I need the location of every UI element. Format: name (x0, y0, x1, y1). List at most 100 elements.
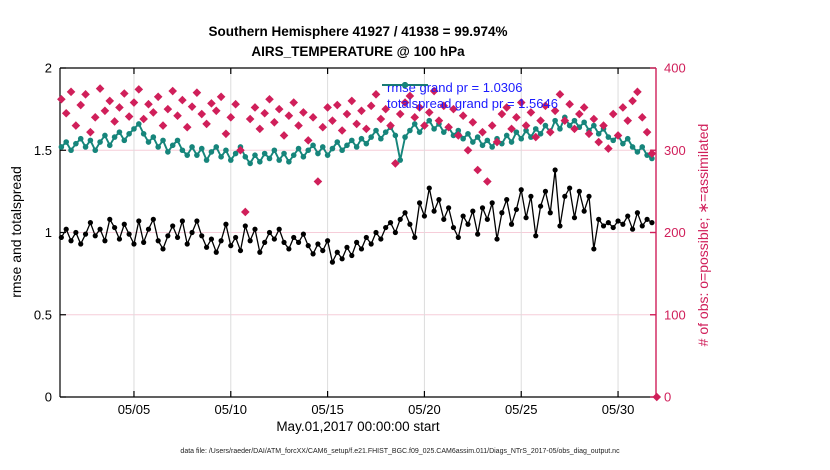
rmse-marker (629, 226, 636, 232)
rmse-marker (155, 238, 161, 244)
obs-diamond-marker (342, 109, 352, 119)
rmse-marker (112, 224, 118, 231)
totalspread-marker (242, 154, 249, 160)
totalspread-marker (489, 144, 495, 150)
obs-diamond-marker (395, 109, 405, 119)
right-axis-label: # of obs: o=possible; ∗=assimilated (695, 123, 711, 347)
left-tick-label: 0 (45, 390, 52, 405)
obs-diamond-marker (424, 108, 434, 117)
obs-diamond-marker (560, 116, 570, 125)
obs-diamond-marker (420, 121, 429, 130)
obs-diamond-marker (613, 131, 623, 140)
totalspread-marker (203, 157, 210, 163)
obs-diamond-marker (541, 101, 550, 111)
totalspread-marker (460, 135, 466, 142)
obs-diamond-marker (400, 98, 410, 107)
obs-diamond-marker (565, 99, 574, 109)
obs-diamond-marker (473, 165, 482, 175)
rmse-marker (257, 249, 263, 255)
left-tick-label: 0.5 (34, 307, 52, 322)
totalspread-marker (131, 126, 137, 132)
obs-diamond-marker (129, 98, 139, 107)
totalspread-marker (116, 129, 123, 135)
obs-diamond-marker (274, 104, 284, 114)
totalspread-marker (557, 126, 563, 132)
obs-diamond-marker (628, 96, 637, 106)
rmse-marker (426, 185, 432, 191)
obs-diamond-marker (434, 116, 444, 125)
rmse-marker (402, 210, 408, 216)
totalspread-marker (465, 131, 471, 137)
totalspread-marker (140, 131, 147, 137)
totalspread-marker (339, 147, 345, 154)
totalspread-marker (121, 137, 128, 144)
totalspread-marker (624, 135, 631, 142)
rmse-marker (649, 220, 655, 226)
obs-diamond-marker (308, 113, 318, 122)
rmse-marker (392, 229, 398, 236)
rmse-marker (184, 241, 190, 247)
obs-diamond-marker (492, 137, 502, 147)
obs-diamond-marker (608, 109, 618, 119)
obs-diamond-marker (299, 108, 308, 117)
rmse-marker (78, 241, 84, 247)
obs-diamond-marker (579, 103, 589, 112)
rmse-marker (179, 218, 185, 224)
totalspread-marker (610, 137, 617, 144)
totalspread-marker (213, 144, 220, 150)
rmse-marker (136, 218, 142, 224)
rmse-marker (358, 246, 365, 252)
rmse-marker (499, 210, 505, 216)
obs-diamond-marker (599, 121, 608, 130)
rmse-marker (363, 234, 369, 241)
rmse-marker (126, 231, 132, 237)
obs-diamond-marker (512, 113, 521, 122)
obs-diamond-marker (90, 113, 100, 122)
rmse-marker (266, 229, 273, 236)
totalspread-marker (407, 127, 413, 134)
x-axis-label: May.01,2017 00:00:00 start (276, 419, 440, 434)
rmse-marker (610, 224, 616, 231)
obs-diamond-marker (216, 92, 226, 102)
totalspread-marker (106, 142, 113, 149)
rmse-marker (203, 244, 210, 250)
totalspread-marker (136, 121, 142, 127)
totalspread-marker (300, 154, 307, 160)
rmse-marker (160, 246, 166, 252)
totalspread-marker (111, 134, 118, 140)
rmse-marker (460, 213, 466, 219)
totalspread-marker (470, 139, 476, 145)
rmse-marker (441, 216, 447, 222)
totalspread-marker (310, 142, 316, 149)
totalspread-marker (629, 144, 636, 150)
obs-diamond-marker (207, 99, 216, 108)
totalspread-marker (368, 134, 374, 140)
totalspread-marker (295, 145, 302, 152)
rmse-marker (208, 236, 215, 242)
rmse-marker (262, 239, 268, 245)
obs-diamond-marker (516, 98, 526, 107)
rmse-marker (600, 223, 607, 229)
axes-frame (59, 67, 657, 398)
obs-diamond-marker (187, 102, 197, 111)
obs-diamond-marker (362, 124, 371, 134)
totalspread-marker (363, 140, 370, 147)
totalspread-marker (329, 145, 336, 152)
obs-diamond-marker (405, 91, 415, 101)
obs-diamond-marker (633, 87, 642, 97)
obs-diamond-marker (381, 104, 390, 114)
totalspread-marker (179, 147, 186, 154)
rmse-marker (300, 231, 306, 237)
totalspread-marker (634, 149, 641, 155)
obs-diamond-marker (521, 121, 531, 130)
rmse-marker (141, 239, 147, 245)
right-tick-label: 0 (664, 390, 671, 405)
totalspread-marker (189, 144, 195, 150)
rmse-marker (252, 226, 258, 232)
obs-diamond-marker (318, 122, 328, 132)
obs-diamond-marker (202, 119, 211, 129)
totalspread-marker (58, 144, 65, 150)
obs-diamond-marker (119, 89, 129, 98)
rmse-marker (174, 234, 181, 241)
